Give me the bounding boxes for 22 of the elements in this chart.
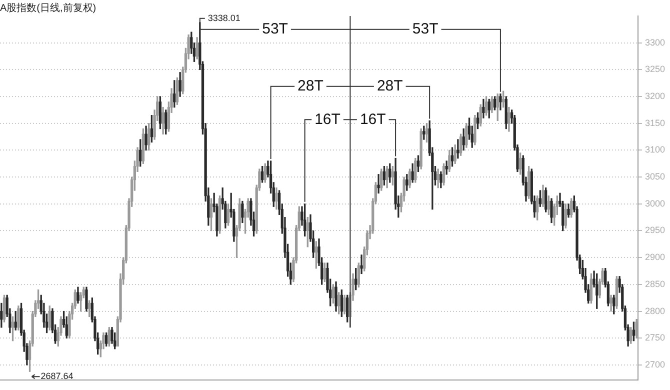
y-tick-label: 2950 [644, 225, 666, 236]
ref-line-label: 16T [314, 110, 340, 128]
y-tick-label: 3300 [644, 37, 666, 48]
ref-line-label: 53T [262, 20, 288, 38]
y-tick-label: 3050 [644, 172, 666, 182]
y-tick-label: 3200 [644, 91, 666, 102]
y-tick-label: 2850 [644, 278, 666, 289]
chart-title: A股指数(日线,前复权) [0, 2, 96, 14]
y-tick-label: 3100 [644, 144, 666, 155]
y-tick-label: 3000 [644, 198, 666, 208]
y-tick-label: 2700 [644, 359, 666, 370]
y-tick-label: 2800 [644, 306, 666, 316]
annotation: 3338.01 [208, 12, 240, 23]
y-tick-label: 3250 [644, 64, 666, 74]
y-tick-label: 2750 [644, 332, 666, 343]
ref-line-label: 28T [298, 77, 324, 94]
annotation: 2687.64 [40, 371, 74, 382]
text: 16T [360, 110, 386, 128]
y-tick-label: 3150 [644, 118, 666, 128]
text: 28T [376, 77, 403, 94]
y-tick-label: 2900 [644, 252, 666, 262]
text: 53T [412, 20, 438, 38]
